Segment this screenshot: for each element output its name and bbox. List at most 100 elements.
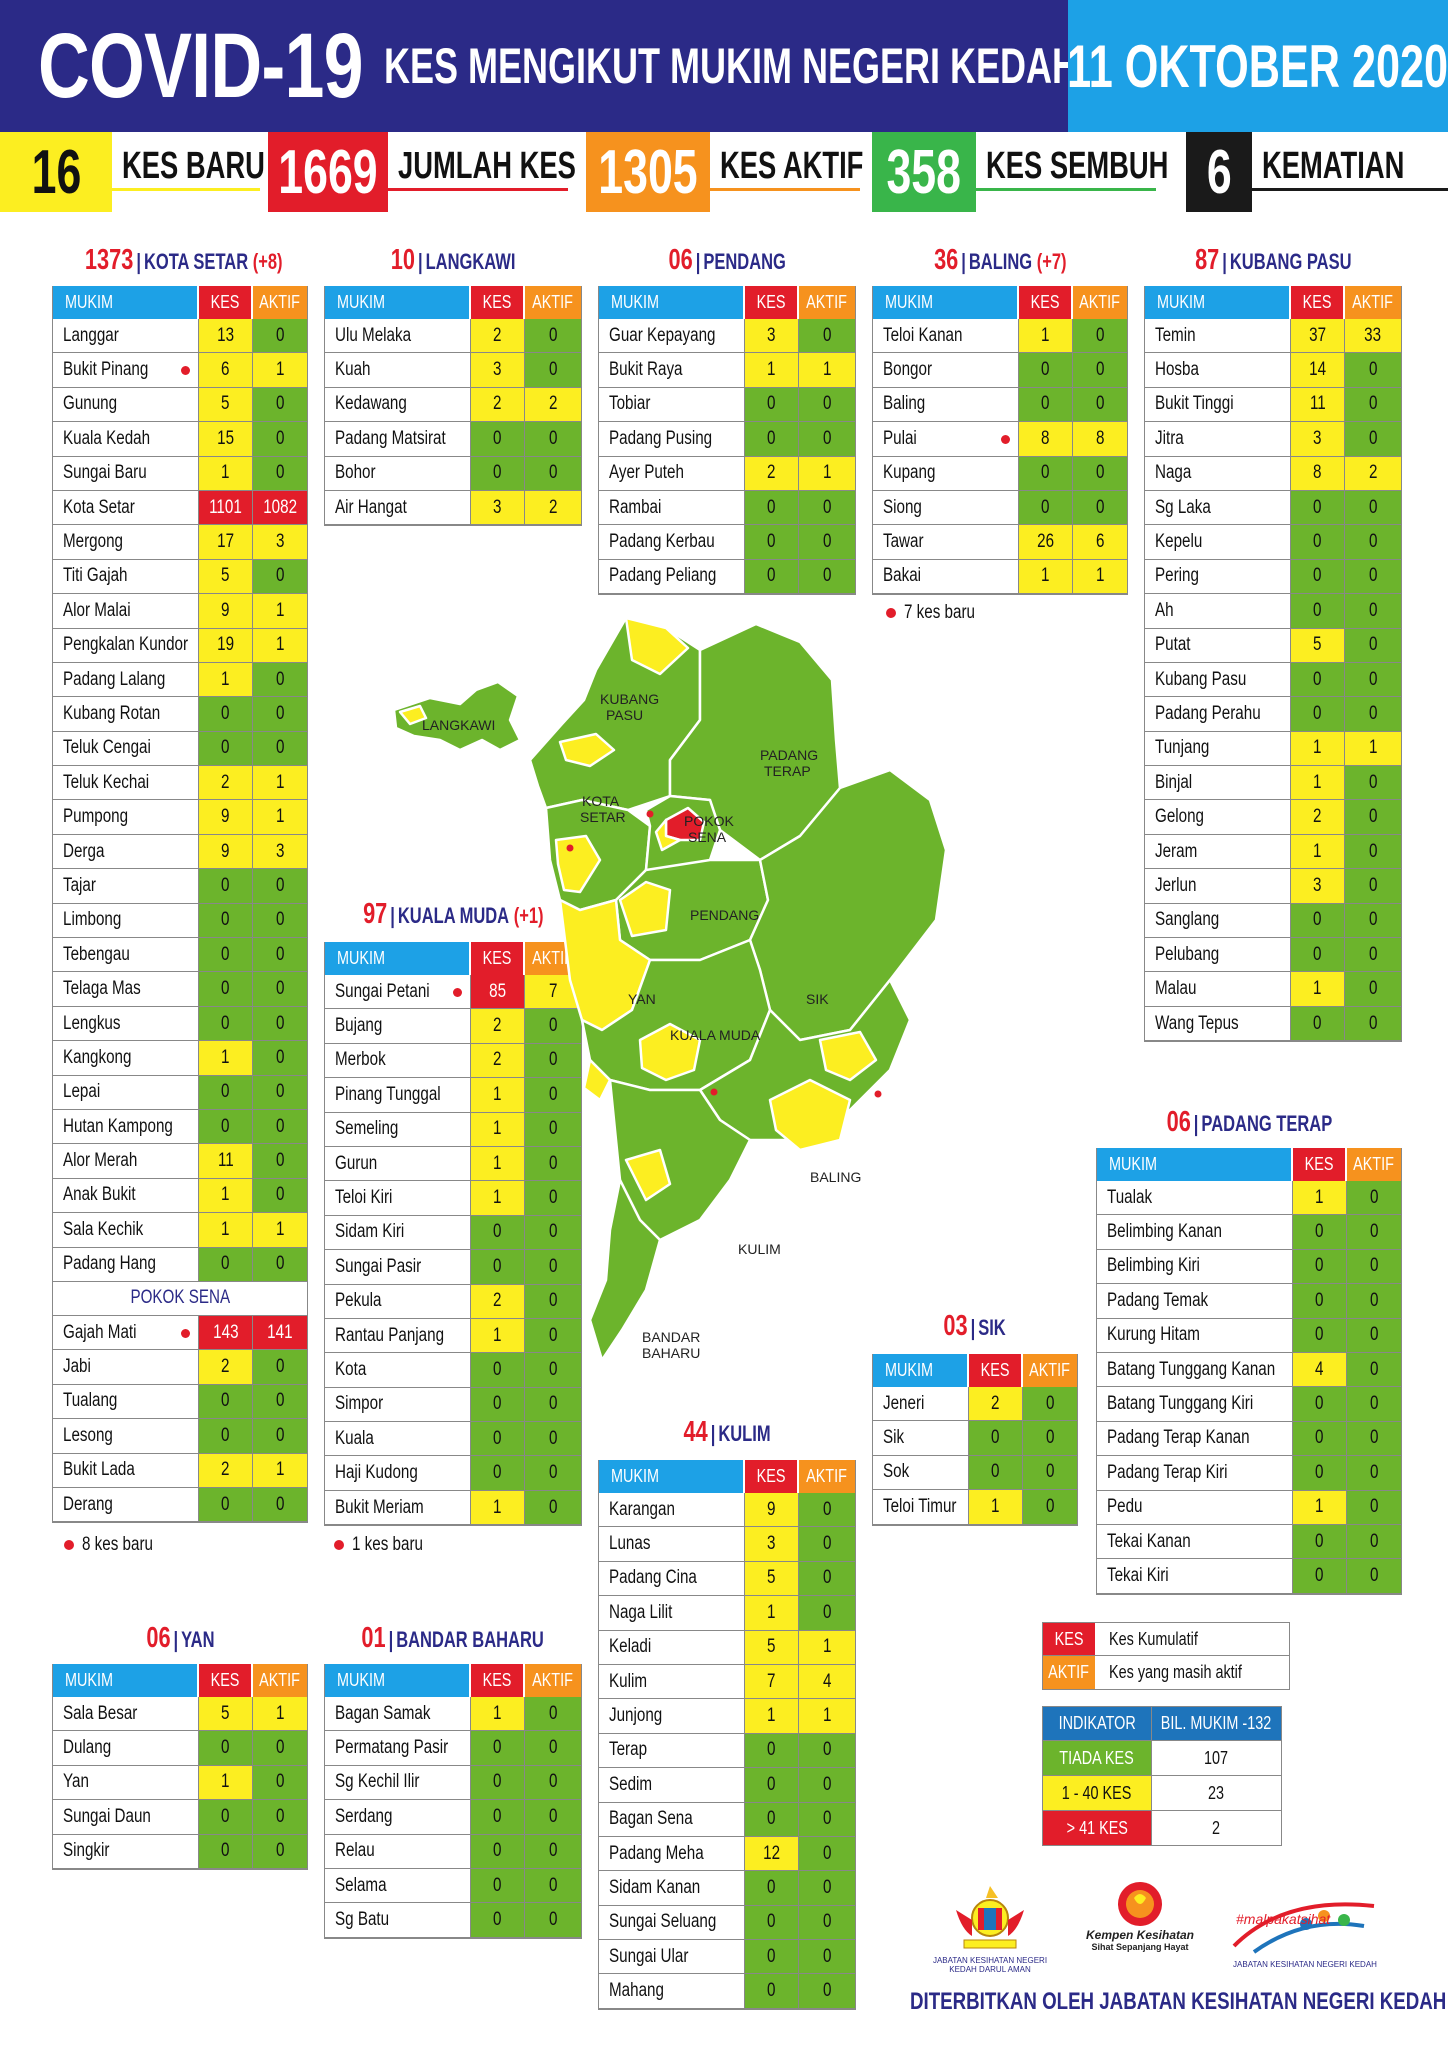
aktif-cell: 0	[253, 422, 307, 456]
mukim-name: Temin	[1155, 324, 1196, 346]
aktif-cell: 1	[253, 1453, 307, 1487]
kes-cell: 0	[199, 731, 253, 766]
table-row: Kuala Kedah 15 0	[53, 422, 307, 457]
kes-cell-value: 0	[221, 1253, 230, 1275]
aktif-cell-value: 1082	[263, 496, 297, 518]
kes-cell: 5	[745, 1561, 799, 1596]
kes-cell: 1	[745, 1596, 799, 1630]
col-mukim-header-text: MUKIM	[611, 292, 659, 312]
mukim-cell: Tebengau	[53, 938, 199, 972]
col-aktif-header: AKTIF	[1023, 1354, 1077, 1387]
aktif-cell: 0	[1345, 834, 1401, 869]
mukim-cell: Padang Hang	[53, 1247, 199, 1281]
kes-cell-value: 0	[1315, 1221, 1324, 1243]
table-row: Serdang 0 0	[325, 1800, 581, 1835]
kes-cell: 0	[1293, 1387, 1347, 1421]
table-row: Bukit Pinang 6 1	[53, 353, 307, 388]
map-region-kulim-yellow	[624, 1148, 672, 1202]
aktif-cell: 0	[253, 972, 307, 1006]
kes-cell-value: 0	[493, 1358, 502, 1380]
col-mukim-header-text: MUKIM	[337, 292, 385, 312]
col-aktif-header-text: AKTIF	[1029, 1360, 1071, 1380]
aktif-cell: 1	[253, 628, 307, 662]
mukim-cell: Padang Temak	[1097, 1284, 1293, 1318]
mukim-name: Hutan Kampong	[63, 1115, 173, 1137]
col-mukim-header-text: MUKIM	[611, 1466, 659, 1486]
aktif-cell-value: 0	[548, 359, 558, 381]
aktif-cell-value: 1	[275, 634, 285, 656]
kes-cell-value: 1	[1315, 1496, 1324, 1518]
table-row: Tekai Kiri 0 0	[1097, 1559, 1401, 1594]
indicator-table: INDIKATOR BIL. MUKIM -132 TIADA KES 107 …	[1042, 1706, 1282, 1846]
kes-cell: 1	[1019, 559, 1073, 594]
kes-cell: 0	[1293, 1524, 1347, 1559]
kes-cell-value: 1	[991, 1495, 1000, 1517]
mukim-cell: Teluk Kechai	[53, 766, 199, 800]
kes-cell: 85	[471, 975, 525, 1009]
aktif-cell: 1	[253, 594, 307, 628]
kes-cell: 0	[745, 1768, 799, 1802]
district-count: 87	[1194, 244, 1219, 276]
kes-cell: 7	[745, 1664, 799, 1699]
aktif-cell: 0	[1347, 1318, 1401, 1352]
aktif-cell-value: 0	[1368, 1012, 1378, 1034]
title-kuala-muda: 97 | KUALA MUDA (+1)	[362, 898, 544, 930]
kes-cell: 0	[745, 1940, 799, 1974]
kes-cell-value: 1	[1313, 978, 1322, 1000]
aktif-cell-value: 0	[1369, 1289, 1379, 1311]
col-aktif-header: AKTIF	[1347, 1148, 1401, 1181]
district-name: PADANG TERAP	[1201, 1111, 1332, 1136]
mukim-cell: Sungai Seluang	[599, 1905, 745, 1940]
kes-cell-value: 0	[767, 1911, 776, 1933]
district-name: YAN	[180, 1627, 215, 1652]
table-row: Sedim 0 0	[599, 1768, 855, 1803]
kes-cell: 0	[745, 559, 799, 594]
title-kulim: 44 | KULIM	[683, 1416, 771, 1448]
kes-cell-value: 1	[221, 1184, 230, 1206]
kes-cell-value: 0	[767, 496, 776, 518]
aktif-cell-value: 0	[1095, 462, 1105, 484]
malpakat-caption: JABATAN KESIHATAN NEGERI KEDAH	[1233, 1960, 1377, 1969]
table-row: Bakai 1 1	[873, 559, 1127, 595]
aktif-cell: 33	[1345, 319, 1401, 353]
mukim-name: Selama	[335, 1874, 387, 1896]
mukim-name: Padang Meha	[609, 1842, 704, 1864]
report-date: 11 OKTOBER 2020	[1067, 32, 1448, 100]
mukim-name: Mahang	[609, 1980, 664, 2002]
mukim-name: Kedawang	[335, 393, 407, 415]
page-title: COVID-19	[38, 14, 364, 117]
aktif-cell: 0	[799, 387, 855, 422]
table-row: Gurun 1 0	[325, 1146, 581, 1182]
title-bandar-baharu: 01 | BANDAR BAHARU	[361, 1622, 545, 1654]
mukim-cell: Simpor	[325, 1387, 471, 1422]
kes-cell: 0	[969, 1421, 1023, 1455]
mukim-name: Sungai Ular	[609, 1945, 689, 1967]
mukim-cell: Sedim	[599, 1768, 745, 1802]
mukim-cell: Siong	[873, 490, 1019, 525]
kes-cell: 1	[471, 1112, 525, 1146]
mukim-name: Pinang Tunggal	[335, 1083, 441, 1105]
col-aktif-header-text: AKTIF	[1352, 292, 1394, 312]
table-row: Padang Terap Kiri 0 0	[1097, 1456, 1401, 1491]
kes-cell: 0	[745, 1974, 799, 2008]
col-kes-header: KES	[1019, 286, 1073, 319]
stat-kes-aktif: 1305 KES AKTIF	[586, 132, 863, 212]
aktif-cell-value: 1	[822, 462, 832, 484]
aktif-cell: 0	[1345, 594, 1401, 628]
mukim-name: Putat	[1155, 634, 1191, 656]
kempen-kesihatan-logo	[1118, 1882, 1162, 1926]
kes-cell: 0	[199, 1247, 253, 1281]
aktif-cell-value: 0	[548, 1015, 558, 1037]
mukim-name: Anak Bukit	[63, 1184, 136, 1206]
kes-cell-value: 0	[493, 1255, 502, 1277]
kes-cell-value: 2	[493, 1290, 502, 1312]
mukim-cell: Lesong	[53, 1419, 199, 1453]
aktif-cell: 1	[799, 353, 855, 387]
kes-cell: 0	[199, 1800, 253, 1834]
aktif-cell-value: 0	[275, 1150, 285, 1172]
aktif-cell-value: 0	[275, 668, 285, 690]
mukim-name: Tekai Kanan	[1107, 1530, 1191, 1552]
kes-cell-value: 0	[1313, 599, 1322, 621]
kes-cell: 2	[745, 456, 799, 490]
aktif-cell-value: 0	[275, 565, 285, 587]
